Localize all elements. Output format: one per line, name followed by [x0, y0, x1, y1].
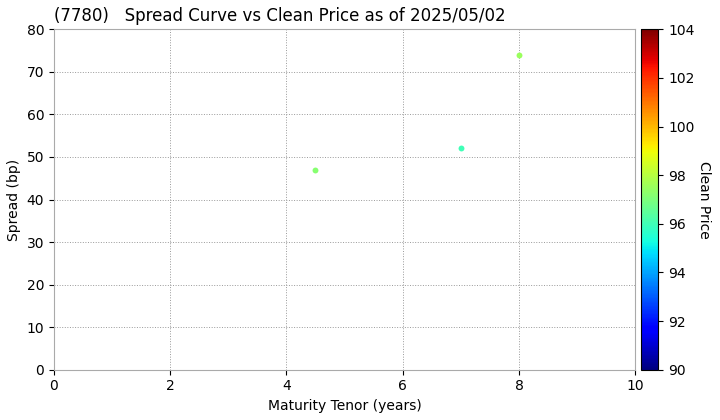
Point: [310, 166, 321, 173]
Text: (7780)   Spread Curve vs Clean Price as of 2025/05/02: (7780) Spread Curve vs Clean Price as of…: [54, 7, 505, 25]
Y-axis label: Spread (bp): Spread (bp): [7, 158, 21, 241]
X-axis label: Maturity Tenor (years): Maturity Tenor (years): [268, 399, 421, 413]
Point: [513, 52, 525, 58]
Y-axis label: Clean Price: Clean Price: [697, 161, 711, 239]
Point: [455, 145, 467, 152]
